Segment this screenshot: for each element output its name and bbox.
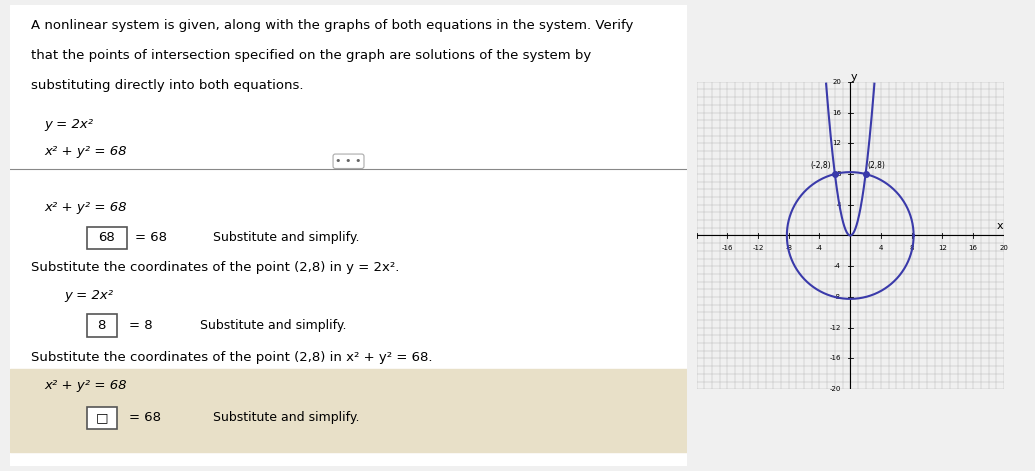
- Text: -16: -16: [829, 356, 841, 361]
- Text: Substitute the coordinates of the point (2,8) in y = 2x².: Substitute the coordinates of the point …: [31, 261, 400, 274]
- Text: y = 2x²: y = 2x²: [45, 118, 93, 131]
- Text: Substitute and simplify.: Substitute and simplify.: [213, 231, 360, 244]
- FancyBboxPatch shape: [87, 315, 117, 337]
- Text: x² + y² = 68: x² + y² = 68: [45, 146, 126, 159]
- Text: = 68: = 68: [128, 411, 160, 424]
- Text: -20: -20: [830, 386, 841, 392]
- Text: -12: -12: [752, 245, 764, 251]
- Text: = 68: = 68: [136, 231, 168, 244]
- FancyBboxPatch shape: [87, 407, 117, 430]
- Text: • • •: • • •: [335, 156, 362, 166]
- Text: (-2,8): (-2,8): [810, 161, 831, 170]
- Text: □: □: [95, 411, 108, 424]
- Text: substituting directly into both equations.: substituting directly into both equation…: [31, 79, 303, 91]
- Text: Substitute and simplify.: Substitute and simplify.: [213, 411, 360, 424]
- Text: (2,8): (2,8): [867, 161, 885, 170]
- Text: 12: 12: [938, 245, 947, 251]
- Text: 20: 20: [832, 79, 841, 85]
- Text: y = 2x²: y = 2x²: [64, 289, 114, 301]
- Text: 16: 16: [969, 245, 978, 251]
- Bar: [10, 369, 686, 453]
- Text: -8: -8: [834, 294, 841, 300]
- Text: 12: 12: [832, 140, 841, 146]
- Text: x: x: [997, 221, 1003, 231]
- Text: A nonlinear system is given, along with the graphs of both equations in the syst: A nonlinear system is given, along with …: [31, 18, 633, 32]
- Text: y: y: [851, 72, 857, 82]
- Text: 4: 4: [836, 202, 841, 208]
- Text: -8: -8: [786, 245, 792, 251]
- FancyBboxPatch shape: [87, 227, 126, 249]
- Text: x² + y² = 68: x² + y² = 68: [45, 201, 126, 214]
- Text: -4: -4: [816, 245, 823, 251]
- Text: -12: -12: [830, 325, 841, 331]
- Text: 68: 68: [98, 231, 115, 244]
- Text: Substitute and simplify.: Substitute and simplify.: [200, 319, 347, 332]
- Text: Substitute the coordinates of the point (2,8) in x² + y² = 68.: Substitute the coordinates of the point …: [31, 351, 433, 364]
- Text: 20: 20: [1000, 245, 1008, 251]
- Text: -4: -4: [834, 263, 841, 269]
- Text: 8: 8: [910, 245, 914, 251]
- Text: 4: 4: [879, 245, 883, 251]
- Text: that the points of intersection specified on the graph are solutions of the syst: that the points of intersection specifie…: [31, 49, 591, 62]
- Text: -16: -16: [721, 245, 733, 251]
- Text: 8: 8: [836, 171, 841, 177]
- Text: = 8: = 8: [128, 319, 152, 332]
- Text: 8: 8: [97, 319, 106, 332]
- Text: x² + y² = 68: x² + y² = 68: [45, 379, 126, 391]
- Text: 16: 16: [832, 110, 841, 115]
